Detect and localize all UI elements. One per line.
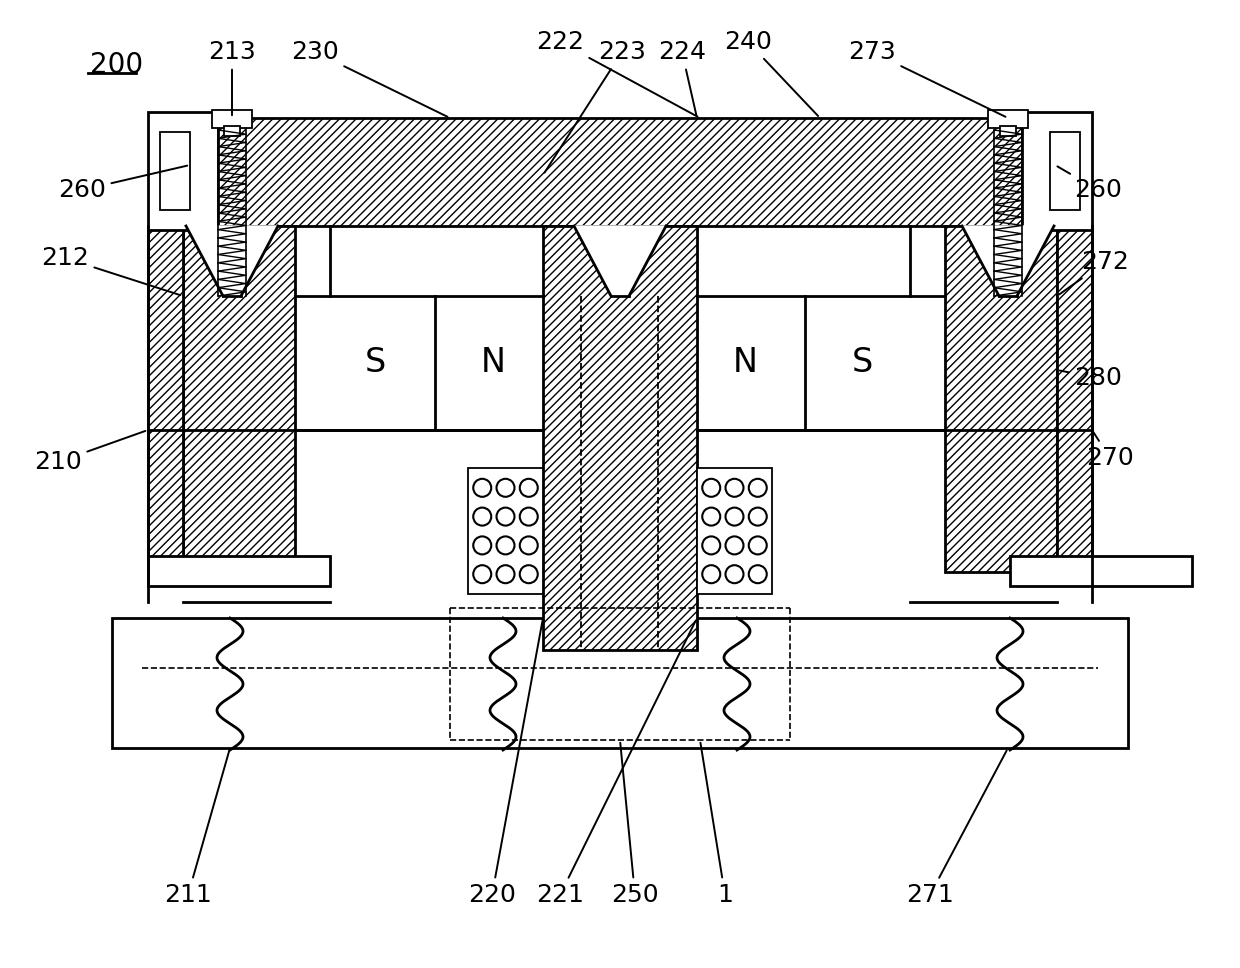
Bar [467,468,543,594]
Text: 223: 223 [544,40,646,172]
Bar [945,226,1056,572]
Text: N: N [481,346,506,378]
Text: 280: 280 [1060,366,1122,390]
Text: 213: 213 [208,40,255,115]
Bar [1011,556,1192,586]
Bar [167,118,1073,226]
Polygon shape [574,226,666,296]
Bar [988,110,1028,128]
Text: 273: 273 [848,40,1006,117]
Text: 200: 200 [91,51,143,79]
Text: 230: 230 [291,40,448,117]
Bar [184,226,295,572]
Bar [112,618,1128,748]
Text: 260: 260 [1058,166,1122,202]
Text: 270: 270 [1086,433,1133,470]
Bar [148,112,218,230]
Bar [1022,112,1092,230]
Text: S: S [365,346,386,378]
Bar [212,110,252,128]
Text: 272: 272 [1059,250,1128,294]
Text: 224: 224 [658,40,706,115]
Polygon shape [962,226,1054,296]
Bar [543,226,697,650]
Text: 220: 220 [467,620,542,907]
Bar [1050,132,1080,210]
Text: S: S [852,346,873,378]
Text: 222: 222 [536,30,698,117]
Text: 240: 240 [724,30,818,116]
Text: 260: 260 [58,166,187,202]
Text: 210: 210 [35,431,145,474]
Bar [697,468,773,594]
Bar [1056,226,1092,572]
Bar [148,226,184,572]
Text: 250: 250 [611,742,658,907]
Bar [999,126,1016,136]
Text: N: N [733,346,758,378]
Bar [148,556,330,586]
Bar [160,132,190,210]
Text: 221: 221 [536,620,696,907]
Text: 1: 1 [701,742,733,907]
Text: 271: 271 [906,750,1007,907]
Polygon shape [186,226,278,296]
Text: 212: 212 [41,246,180,295]
Text: 211: 211 [164,750,229,907]
Bar [224,126,241,136]
